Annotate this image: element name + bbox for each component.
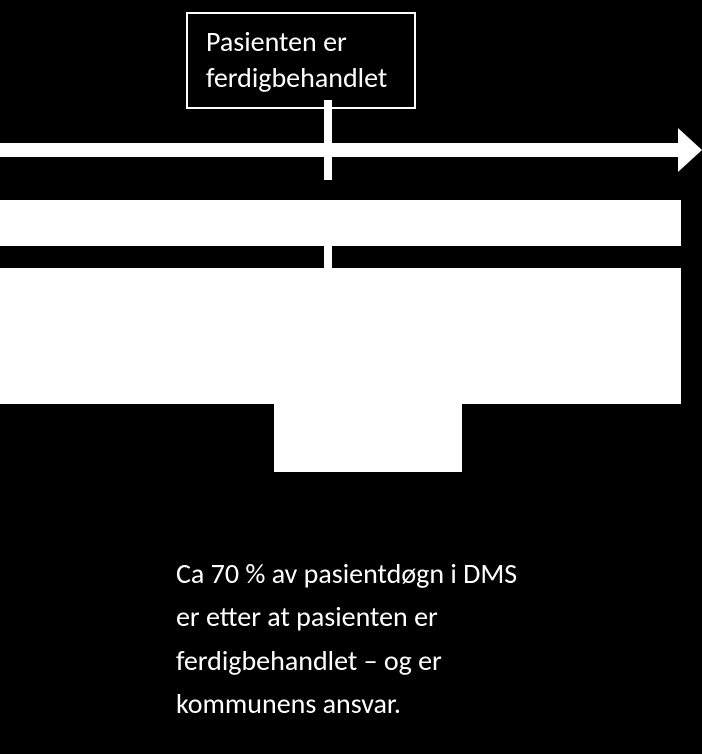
label-line1: Pasienten er (206, 24, 347, 59)
timeline-bar-1 (0, 200, 681, 246)
main-arrow-head (678, 128, 702, 172)
main-arrow-shaft (0, 143, 680, 157)
tick-between-bars (324, 246, 332, 268)
tick-label-to-arrow (324, 100, 332, 180)
label-box-ferdigbehandlet: Pasienten er ferdigbehandlet (186, 12, 416, 109)
caption-text: Ca 70 % av pasientdøgn i DMS er etter at… (176, 552, 517, 726)
label-line2: ferdigbehandlet (206, 60, 387, 95)
caption-line1: Ca 70 % av pasientdøgn i DMS (176, 556, 517, 591)
caption-line3: ferdigbehandlet – og er (176, 643, 442, 678)
timeline-bar-2 (0, 268, 681, 404)
caption-line4: kommunens ansvar. (176, 686, 401, 721)
caption-line2: er etter at pasienten er (176, 599, 438, 634)
timeline-bar-2-notch (274, 404, 462, 472)
